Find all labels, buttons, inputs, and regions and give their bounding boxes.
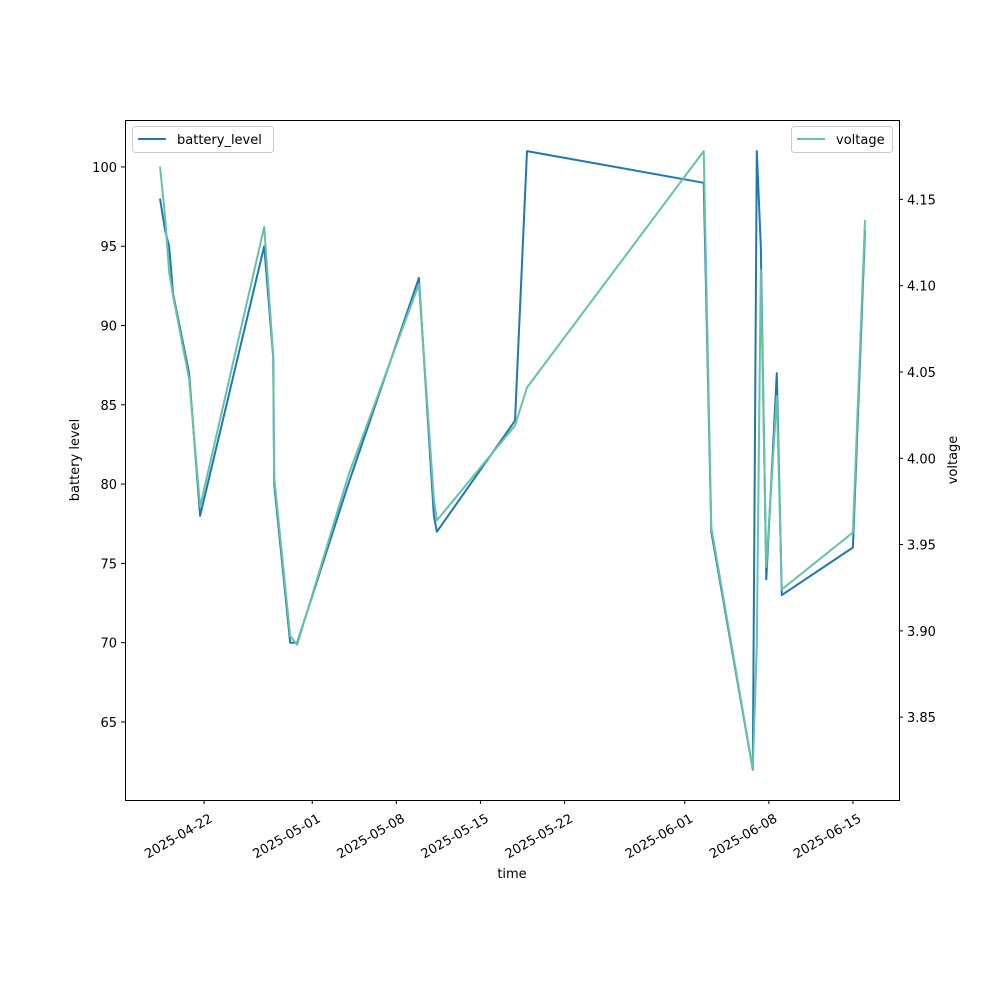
y-tick-label-right: 4.05	[907, 366, 936, 381]
y-tick-label: 90	[100, 320, 117, 335]
y-tick-label-right: 3.95	[907, 539, 936, 554]
y-tick-label: 65	[100, 716, 117, 731]
y-tick-label: 100	[92, 161, 117, 176]
y-tick-label: 75	[100, 557, 117, 572]
y-axis-right: 3.85 3.90 3.95 4.00 4.05 4.10 4.15	[899, 193, 936, 726]
y-tick-label-right: 4.10	[907, 280, 936, 295]
y-tick-label-right: 3.85	[907, 711, 936, 726]
y-tick-label-right: 4.15	[907, 193, 936, 208]
y-tick-label: 85	[100, 399, 117, 414]
x-tick-label: 2025-05-08	[335, 811, 408, 862]
x-tick-label: 2025-05-15	[419, 811, 492, 862]
y-axis-label-right: voltage	[946, 436, 961, 485]
y-tick-label-right: 4.00	[907, 452, 936, 467]
legend-label-battery: battery_level	[177, 133, 262, 148]
x-tick-label: 2025-05-22	[503, 811, 576, 862]
series-line-voltage	[159, 150, 866, 770]
y-tick-label: 80	[100, 478, 117, 493]
x-tick-label: 2025-06-15	[791, 811, 864, 862]
x-tick-label: 2025-06-08	[707, 811, 780, 862]
x-axis: 2025-04-22 2025-05-01 2025-05-08 2025-05-15…	[142, 800, 864, 862]
x-tick-label: 2025-06-01	[623, 811, 696, 862]
y-tick-label: 70	[100, 637, 117, 652]
y-tick-label: 95	[100, 240, 117, 255]
plot-frame	[125, 120, 900, 801]
x-tick-label: 2025-04-22	[142, 811, 215, 862]
series-layer	[159, 150, 866, 771]
legend-battery: battery_level	[132, 126, 274, 153]
x-axis-label: time	[497, 867, 526, 882]
y-tick-label-right: 3.90	[907, 625, 936, 640]
legend-voltage: voltage	[791, 126, 893, 153]
y-axis-left: 65 70 75 80 85 90 95 100	[92, 161, 125, 731]
y-axis-label-left: battery level	[68, 419, 83, 502]
legend-label-voltage: voltage	[836, 133, 885, 148]
x-tick-label: 2025-05-01	[251, 811, 324, 862]
